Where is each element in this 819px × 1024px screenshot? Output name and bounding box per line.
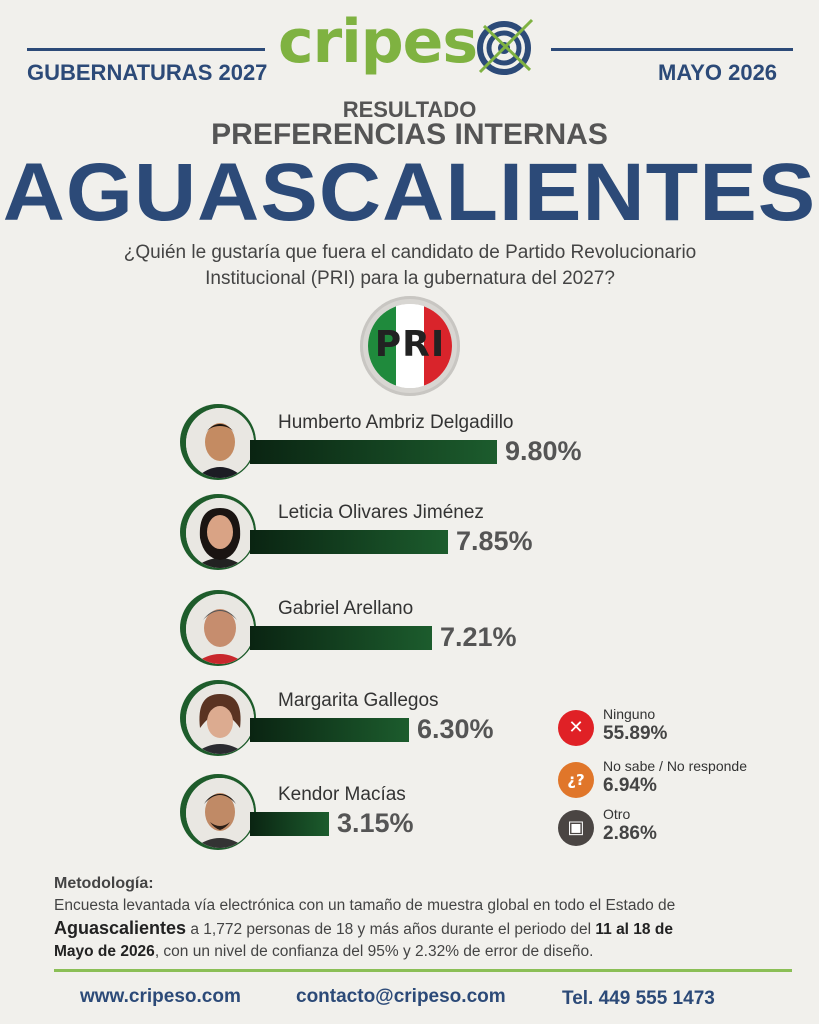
candidate-avatar-3 bbox=[180, 590, 256, 666]
ballot-icon: ▣ bbox=[558, 810, 594, 846]
question-line-1: ¿Quién le gustaría que fuera el candidat… bbox=[123, 242, 697, 263]
other-value-2: 6.94% bbox=[603, 775, 657, 796]
footer-phone: Tel. 449 555 1473 bbox=[562, 988, 715, 1009]
question-line-2: Institucional (PRI) para la gubernatura … bbox=[205, 268, 615, 289]
candidate-value-5: 3.15% bbox=[337, 808, 414, 838]
resultado-label: RESULTADO bbox=[342, 97, 477, 122]
methodology: Metodología: Encuesta levantada vía elec… bbox=[54, 873, 774, 963]
footer-email[interactable]: contacto@cripeso.com bbox=[296, 986, 506, 1007]
question-icon: ¿? bbox=[558, 762, 594, 798]
candidate-value-1: 9.80% bbox=[505, 436, 582, 466]
methodology-p2: a 1,772 personas de 18 y más años durant… bbox=[186, 921, 596, 938]
other-label-3: Otro bbox=[603, 806, 631, 822]
candidate-bar-2 bbox=[250, 530, 448, 554]
candidate-avatar-1 bbox=[180, 404, 256, 480]
candidate-value-3: 7.21% bbox=[440, 622, 517, 652]
other-value-1: 55.89% bbox=[603, 723, 668, 744]
header-rule-right bbox=[551, 48, 793, 51]
header-rule-left bbox=[27, 48, 265, 51]
pri-logo: PRI bbox=[360, 296, 460, 396]
footer-website[interactable]: www.cripeso.com bbox=[80, 986, 241, 1007]
brand-logo: cripes bbox=[278, 6, 538, 86]
other-value-3: 2.86% bbox=[603, 823, 657, 844]
candidate-bar-1 bbox=[250, 440, 497, 464]
pri-logo-text: PRI bbox=[374, 324, 446, 365]
survey-question: ¿Quién le gustaría que fuera el candidat… bbox=[60, 240, 760, 292]
methodology-p3: , con un nivel de confianza del 95% y 2.… bbox=[154, 943, 594, 960]
methodology-dates-1: 11 al 18 de bbox=[595, 921, 673, 938]
candidate-name-5: Kendor Macías bbox=[278, 784, 406, 805]
candidate-name-2: Leticia Olivares Jiménez bbox=[278, 502, 484, 523]
x-icon: ✕ bbox=[558, 710, 594, 746]
footer-rule bbox=[54, 969, 792, 972]
brand-prefix: cripes bbox=[278, 7, 478, 77]
candidate-name-4: Margarita Gallegos bbox=[278, 690, 439, 711]
methodology-p1: Encuesta levantada vía electrónica con u… bbox=[54, 897, 676, 914]
preferencias-title: PREFERENCIAS INTERNAS bbox=[211, 118, 608, 151]
methodology-heading: Metodología: bbox=[54, 875, 154, 892]
candidate-value-2: 7.85% bbox=[456, 526, 533, 556]
other-label-1: Ninguno bbox=[603, 706, 656, 722]
methodology-text: Encuesta levantada vía electrónica con u… bbox=[54, 895, 774, 963]
other-label-2: No sabe / No responde bbox=[603, 758, 747, 774]
candidate-avatar-5 bbox=[180, 774, 256, 850]
candidate-value-4: 6.30% bbox=[417, 714, 494, 744]
candidate-avatar-4 bbox=[180, 680, 256, 756]
candidate-bar-5 bbox=[250, 812, 329, 836]
methodology-dates-2: Mayo de 2026 bbox=[54, 943, 155, 960]
date-tag: MAYO 2026 bbox=[658, 60, 778, 85]
candidate-name-3: Gabriel Arellano bbox=[278, 598, 414, 619]
methodology-state: Aguascalientes bbox=[54, 918, 187, 938]
candidate-avatar-2 bbox=[180, 494, 256, 570]
candidate-bar-4 bbox=[250, 718, 409, 742]
target-icon bbox=[477, 18, 534, 75]
candidate-name-1: Humberto Ambriz Delgadillo bbox=[278, 412, 514, 433]
candidate-bar-3 bbox=[250, 626, 432, 650]
gubernaturas-tag: GUBERNATURAS 2027 bbox=[27, 60, 268, 85]
state-title: AGUASCALIENTES bbox=[2, 147, 817, 238]
